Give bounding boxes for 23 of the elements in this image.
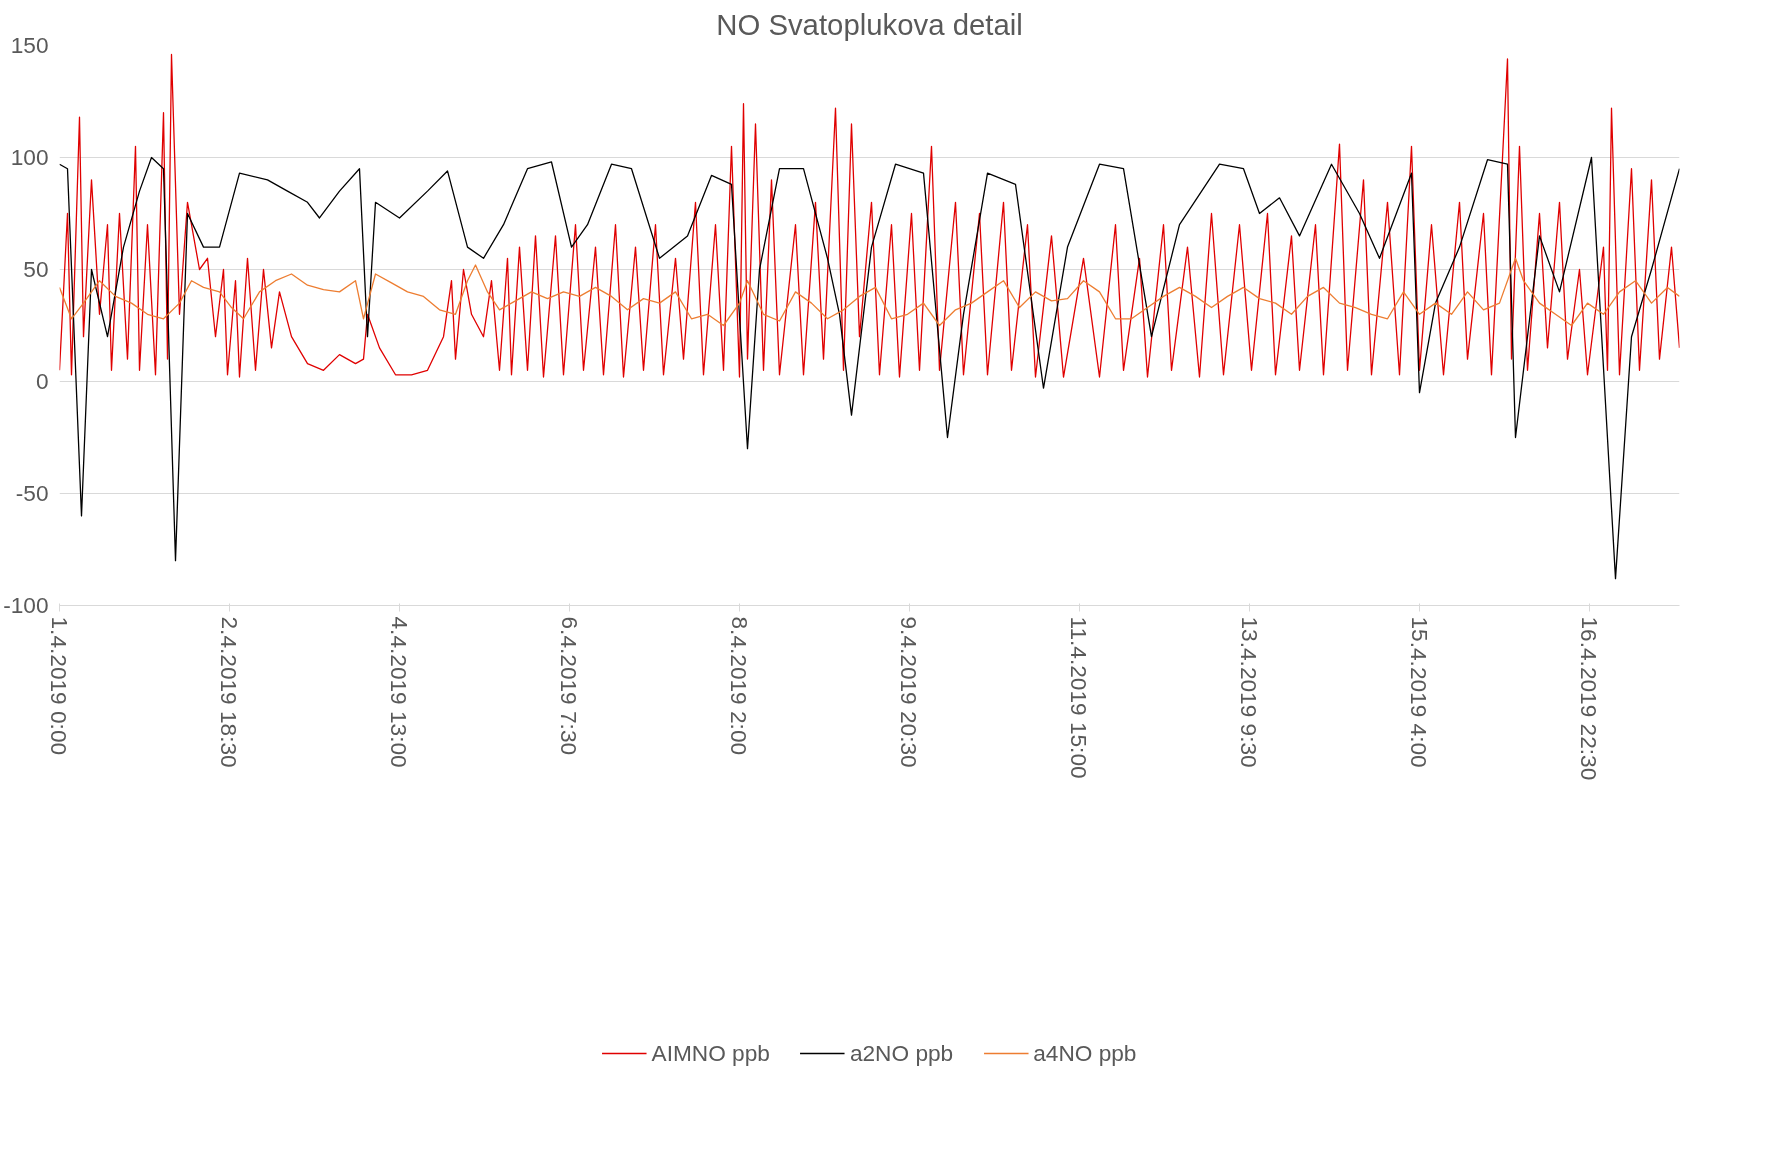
y-tick-label: -50: [15, 480, 49, 506]
x-tick-label: 9.4.2019 20:30: [896, 616, 923, 768]
x-tick-label: 4.4.2019 13:00: [386, 616, 413, 768]
line-series: [59, 156, 1680, 580]
x-tick-label: 2.4.2019 18:30: [216, 616, 243, 768]
y-tick-label: 100: [10, 144, 49, 170]
legend-label: a2NO ppb: [849, 1039, 954, 1067]
x-tick-label: 8.4.2019 2:00: [726, 616, 753, 756]
y-tick-label: 0: [35, 368, 49, 394]
chart-title: NO Svatoplukova detail: [716, 7, 1023, 41]
y-tick-label: 50: [23, 256, 49, 282]
legend-label: a4NO ppb: [1033, 1039, 1137, 1067]
y-tick-label: 150: [10, 32, 49, 58]
x-tick-label: 16.4.2019 22:30: [1576, 616, 1603, 781]
x-tick-label: 1.4.2019 0:00: [46, 616, 73, 756]
x-tick-label: 11.4.2019 15:00: [1066, 616, 1093, 779]
x-tick-label: 13.4.2019 9:30: [1236, 616, 1263, 768]
x-tick-label: 15.4.2019 4:00: [1406, 616, 1433, 768]
legend-label: AIMNO ppb: [651, 1039, 770, 1067]
line-series: [59, 257, 1680, 327]
line-series: [59, 53, 1680, 378]
y-tick-label: -100: [3, 592, 49, 618]
x-tick-label: 6.4.2019 7:30: [556, 616, 583, 756]
